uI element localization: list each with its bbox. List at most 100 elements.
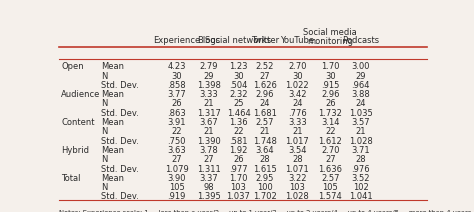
Text: 27: 27 — [172, 155, 182, 164]
Text: 1.681: 1.681 — [253, 109, 277, 118]
Text: Mean: Mean — [101, 146, 125, 155]
Text: Notes: Experience scale: 1 = less than a year/2 = up to 1 year/3 = up to 2 years: Notes: Experience scale: 1 = less than a… — [59, 210, 474, 212]
Text: 30: 30 — [233, 71, 244, 81]
Text: 3.71: 3.71 — [351, 146, 370, 155]
Text: 1.398: 1.398 — [197, 81, 221, 90]
Text: 105: 105 — [322, 183, 338, 192]
Text: 27: 27 — [325, 155, 336, 164]
Text: .863: .863 — [167, 109, 186, 118]
Text: 3.77: 3.77 — [167, 90, 186, 99]
Text: Hybrid: Hybrid — [61, 146, 89, 155]
Text: 2.57: 2.57 — [321, 174, 339, 183]
Text: 3.78: 3.78 — [200, 146, 219, 155]
Text: 22: 22 — [233, 127, 244, 136]
Text: Std. Dev.: Std. Dev. — [101, 109, 139, 118]
Text: 25: 25 — [233, 99, 244, 108]
Text: 24: 24 — [260, 99, 270, 108]
Text: .964: .964 — [351, 81, 370, 90]
Text: 27: 27 — [204, 155, 214, 164]
Text: Mean: Mean — [101, 90, 125, 99]
Text: 1.23: 1.23 — [229, 62, 248, 71]
Text: 30: 30 — [172, 71, 182, 81]
Text: 30: 30 — [292, 71, 302, 81]
Text: 27: 27 — [260, 71, 270, 81]
Text: 26: 26 — [325, 99, 336, 108]
Text: 29: 29 — [355, 71, 366, 81]
Text: 4.23: 4.23 — [167, 62, 186, 71]
Text: 21: 21 — [355, 127, 366, 136]
Text: 3.14: 3.14 — [321, 118, 339, 127]
Text: 28: 28 — [355, 155, 366, 164]
Text: 24: 24 — [355, 99, 366, 108]
Text: .750: .750 — [167, 137, 186, 146]
Text: 2.32: 2.32 — [229, 90, 248, 99]
Text: 3.00: 3.00 — [351, 62, 370, 71]
Text: 3.88: 3.88 — [351, 90, 370, 99]
Text: 1.035: 1.035 — [348, 109, 373, 118]
Text: 30: 30 — [325, 71, 336, 81]
Text: Audience: Audience — [61, 90, 100, 99]
Text: 1.36: 1.36 — [229, 118, 248, 127]
Text: 3.64: 3.64 — [255, 146, 274, 155]
Text: Std. Dev.: Std. Dev. — [101, 165, 139, 174]
Text: 3.63: 3.63 — [167, 146, 186, 155]
Text: 3.91: 3.91 — [167, 118, 186, 127]
Text: 1.022: 1.022 — [285, 81, 309, 90]
Text: 1.311: 1.311 — [197, 165, 221, 174]
Text: 3.22: 3.22 — [288, 174, 307, 183]
Text: 1.92: 1.92 — [229, 146, 248, 155]
Text: N: N — [101, 99, 108, 108]
Text: 2.96: 2.96 — [255, 90, 274, 99]
Text: 21: 21 — [204, 127, 214, 136]
Text: 102: 102 — [353, 183, 368, 192]
Text: 21: 21 — [204, 99, 214, 108]
Text: 1.732: 1.732 — [319, 109, 342, 118]
Text: 1.037: 1.037 — [227, 192, 250, 201]
Text: 105: 105 — [169, 183, 185, 192]
Text: Std. Dev.: Std. Dev. — [101, 192, 139, 201]
Text: 1.626: 1.626 — [253, 81, 277, 90]
Text: Mean: Mean — [101, 174, 125, 183]
Text: 3.37: 3.37 — [200, 174, 219, 183]
Text: 103: 103 — [289, 183, 305, 192]
Text: 3.33: 3.33 — [288, 118, 307, 127]
Text: 1.612: 1.612 — [319, 137, 342, 146]
Text: Content: Content — [61, 118, 95, 127]
Text: .976: .976 — [351, 165, 370, 174]
Text: 98: 98 — [204, 183, 214, 192]
Text: Mean: Mean — [101, 118, 125, 127]
Text: 28: 28 — [260, 155, 270, 164]
Text: Open: Open — [61, 62, 84, 71]
Text: 1.70: 1.70 — [229, 174, 248, 183]
Text: 24: 24 — [292, 99, 302, 108]
Text: 2.57: 2.57 — [255, 118, 274, 127]
Text: 3.33: 3.33 — [200, 90, 219, 99]
Text: 1.041: 1.041 — [349, 192, 372, 201]
Text: 1.071: 1.071 — [285, 165, 309, 174]
Text: 1.390: 1.390 — [197, 137, 221, 146]
Text: 1.636: 1.636 — [319, 165, 342, 174]
Text: Mean: Mean — [101, 62, 125, 71]
Text: N: N — [101, 183, 108, 192]
Text: 1.317: 1.317 — [197, 109, 221, 118]
Text: 1.615: 1.615 — [253, 165, 277, 174]
Text: 1.017: 1.017 — [285, 137, 309, 146]
Text: 3.52: 3.52 — [351, 174, 370, 183]
Text: 26: 26 — [233, 155, 244, 164]
Text: N: N — [101, 155, 108, 164]
Text: 3.57: 3.57 — [351, 118, 370, 127]
Text: .977: .977 — [229, 165, 248, 174]
Text: Twitter: Twitter — [251, 36, 279, 45]
Text: 21: 21 — [292, 127, 302, 136]
Text: 1.464: 1.464 — [227, 109, 250, 118]
Text: Podcasts: Podcasts — [342, 36, 379, 45]
Text: monitoring: monitoring — [307, 37, 353, 46]
Text: N: N — [101, 71, 108, 81]
Text: 3.54: 3.54 — [288, 146, 307, 155]
Text: 21: 21 — [260, 127, 270, 136]
Text: 1.395: 1.395 — [197, 192, 221, 201]
Text: .504: .504 — [229, 81, 248, 90]
Text: 22: 22 — [325, 127, 336, 136]
Text: 2.70: 2.70 — [288, 62, 307, 71]
Text: Std. Dev.: Std. Dev. — [101, 137, 139, 146]
